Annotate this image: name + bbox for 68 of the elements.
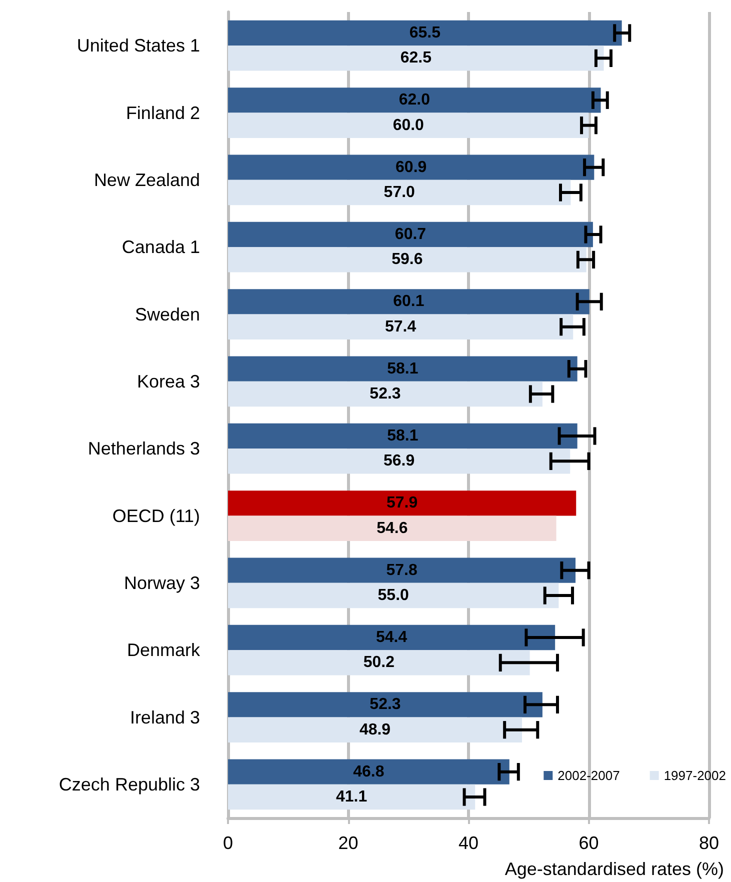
bar bbox=[228, 490, 576, 516]
data-label: 58.1 bbox=[387, 427, 418, 444]
bar bbox=[228, 314, 574, 340]
y-tick-label: Sweden bbox=[134, 304, 200, 324]
data-label: 41.1 bbox=[336, 788, 368, 806]
x-tick-label: 40 bbox=[458, 833, 479, 853]
bar bbox=[228, 784, 476, 810]
data-label: 52.3 bbox=[370, 696, 401, 714]
x-tick-label: 20 bbox=[338, 833, 358, 853]
data-label: 57.8 bbox=[386, 562, 418, 579]
data-label: 65.5 bbox=[409, 24, 441, 42]
data-label: 54.6 bbox=[376, 520, 408, 537]
y-tick-label: Finland 2 bbox=[126, 102, 200, 123]
y-tick-label: New Zealand bbox=[94, 170, 200, 190]
bar bbox=[228, 154, 594, 180]
bar bbox=[228, 381, 542, 407]
y-tick-label: Netherlands 3 bbox=[88, 438, 200, 459]
x-tick-label: 80 bbox=[698, 833, 720, 853]
data-label: 57.9 bbox=[386, 494, 418, 512]
data-label: 62.0 bbox=[398, 92, 430, 109]
bar bbox=[228, 180, 571, 206]
data-label: 57.4 bbox=[384, 318, 416, 336]
x-tick-label: 60 bbox=[578, 833, 599, 853]
y-tick-label: Denmark bbox=[126, 640, 201, 660]
data-label: 55.0 bbox=[378, 587, 410, 604]
bar bbox=[228, 88, 601, 113]
data-label: 60.1 bbox=[393, 293, 424, 310]
y-tick-label: Norway 3 bbox=[124, 572, 200, 593]
bar bbox=[228, 692, 542, 718]
data-label: 59.6 bbox=[392, 251, 423, 268]
data-label: 52.3 bbox=[370, 386, 401, 403]
data-label: 48.9 bbox=[359, 721, 391, 738]
legend-label: 1997-2002 bbox=[664, 768, 726, 783]
x-tick-label: 0 bbox=[222, 833, 234, 853]
y-tick-label: Czech Republic 3 bbox=[58, 774, 200, 794]
data-label: 60.9 bbox=[396, 158, 427, 176]
y-tick-label: Canada 1 bbox=[122, 237, 200, 258]
bar bbox=[228, 356, 578, 382]
bar bbox=[228, 582, 559, 608]
bar bbox=[228, 289, 590, 314]
y-tick-label: Korea 3 bbox=[136, 371, 200, 392]
x-axis-title: Age-standardised rates (%) bbox=[504, 859, 724, 879]
bar bbox=[228, 247, 586, 272]
bar bbox=[228, 112, 589, 138]
bar bbox=[228, 20, 622, 46]
bar bbox=[228, 624, 556, 650]
data-label: 46.8 bbox=[353, 763, 384, 780]
bar bbox=[228, 516, 556, 541]
bar bbox=[228, 448, 570, 474]
y-tick-label: United States 1 bbox=[76, 36, 200, 56]
data-label: 50.2 bbox=[363, 654, 395, 672]
legend-label: 2002-2007 bbox=[558, 768, 620, 783]
bar bbox=[228, 650, 530, 676]
bar bbox=[228, 717, 522, 742]
y-tick-label: OECD (11) bbox=[112, 506, 200, 526]
data-label: 62.5 bbox=[400, 50, 432, 67]
bar bbox=[228, 558, 576, 583]
bar bbox=[228, 46, 604, 71]
bar bbox=[228, 222, 593, 248]
data-label: 56.9 bbox=[383, 452, 415, 470]
data-label: 58.1 bbox=[387, 360, 418, 378]
bar bbox=[228, 759, 510, 784]
data-label: 60.0 bbox=[392, 116, 424, 134]
data-label: 60.7 bbox=[394, 226, 426, 243]
data-label: 57.0 bbox=[384, 184, 416, 202]
data-label: 54.4 bbox=[376, 628, 408, 646]
y-tick-label: Ireland 3 bbox=[130, 707, 200, 728]
bar bbox=[228, 423, 578, 449]
